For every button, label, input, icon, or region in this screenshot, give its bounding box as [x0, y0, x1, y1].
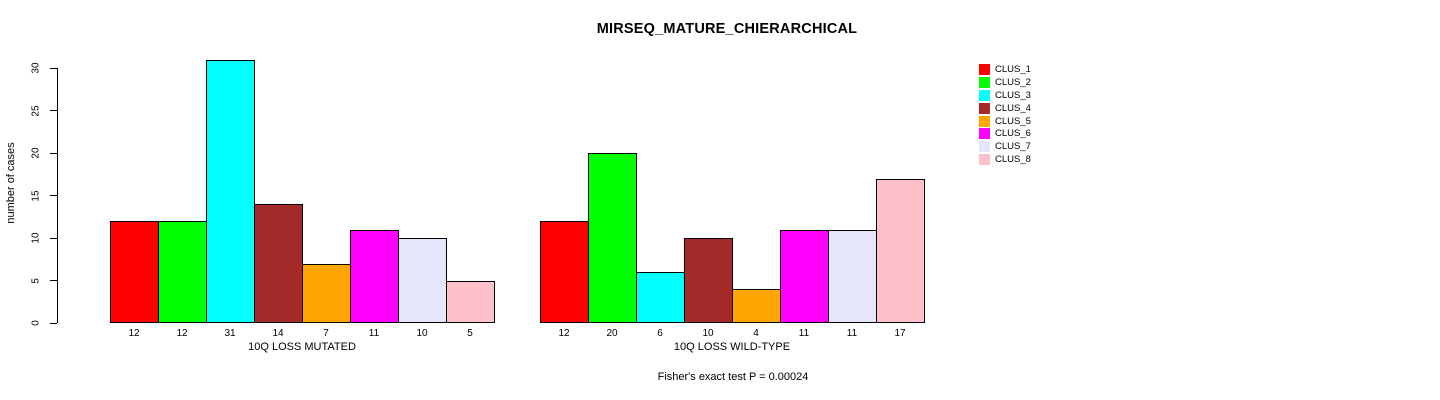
legend-item: CLUS_8	[979, 153, 1031, 166]
fisher-test-annotation: Fisher's exact test P = 0.00024	[657, 371, 809, 383]
y-axis-tick	[50, 280, 57, 281]
bar-clus_4	[684, 238, 733, 323]
y-axis-tick-label: 25	[30, 104, 42, 117]
x-axis-group-label: 10Q LOSS MUTATED	[248, 341, 356, 353]
y-axis-label: number of cases	[5, 142, 17, 224]
bar-value-label: 6	[657, 328, 663, 339]
legend-label: CLUS_1	[995, 63, 1031, 75]
legend-item: CLUS_3	[979, 89, 1031, 102]
x-axis-group-label: 10Q LOSS WILD-TYPE	[673, 341, 791, 353]
bar-clus_8	[876, 178, 925, 323]
bar-value-label: 11	[798, 328, 810, 339]
legend-swatch	[979, 89, 990, 101]
legend-swatch	[979, 128, 990, 140]
bar-clus_7	[398, 238, 447, 323]
chart-title: MIRSEQ_MATURE_CHIERARCHICAL	[596, 21, 858, 37]
y-axis-line	[57, 68, 58, 323]
y-axis-tick-label: 15	[30, 189, 42, 202]
y-axis-tick	[50, 237, 57, 239]
bar-value-label: 10	[702, 328, 714, 339]
legend-label: CLUS_2	[995, 76, 1031, 88]
bar-value-label: 14	[272, 328, 284, 339]
legend: CLUS_1 CLUS_2 CLUS_3 CLUS_4 CLUS_5 CLUS_6 CLUS…	[979, 63, 1031, 166]
bar-value-label: 17	[894, 328, 906, 339]
bar-value-label: 10	[416, 328, 428, 339]
legend-item: CLUS_4	[979, 102, 1031, 115]
legend-swatch	[979, 76, 990, 88]
legend-swatch	[979, 63, 990, 75]
bar-value-label: 4	[753, 328, 759, 339]
bar-value-label: 11	[846, 328, 858, 339]
legend-swatch	[979, 154, 990, 166]
y-axis-tick-label: 30	[30, 62, 42, 74]
bar-clus_6	[780, 229, 829, 323]
legend-swatch	[979, 115, 990, 127]
legend-item: CLUS_2	[979, 76, 1031, 89]
y-axis-tick	[50, 110, 57, 111]
legend-item: CLUS_1	[979, 63, 1031, 76]
bar-value-label: 7	[323, 328, 329, 339]
legend-label: CLUS_3	[995, 89, 1031, 101]
legend-label: CLUS_6	[995, 128, 1031, 140]
bar-clus_8	[446, 280, 495, 323]
y-axis-tick	[50, 195, 57, 196]
y-axis-tick	[50, 322, 57, 324]
bar-value-label: 12	[558, 328, 570, 339]
bar-value-label: 31	[224, 328, 236, 339]
legend-label: CLUS_7	[995, 141, 1031, 153]
bar-clus_3	[206, 59, 255, 323]
legend-item: CLUS_7	[979, 140, 1031, 153]
legend-swatch	[979, 102, 990, 114]
legend-label: CLUS_5	[995, 115, 1031, 127]
y-axis-tick-label: 0	[30, 320, 42, 326]
bar-value-label: 12	[128, 328, 140, 339]
bar-value-label: 5	[467, 328, 473, 339]
y-axis-tick-label: 20	[30, 147, 42, 159]
bar-clus_2	[588, 153, 637, 323]
legend-item: CLUS_6	[979, 127, 1031, 140]
bar-clus_4	[254, 204, 303, 323]
bar-clus_5	[302, 263, 351, 323]
y-axis-tick-label: 5	[30, 277, 42, 284]
bar-clus_7	[828, 229, 877, 323]
y-axis-tick-label: 10	[30, 232, 42, 244]
legend-label: CLUS_8	[995, 154, 1031, 166]
bar-clus_1	[110, 221, 159, 323]
bar-value-label: 20	[606, 328, 618, 339]
bar-clus_5	[732, 289, 781, 323]
bar-clus_1	[540, 221, 589, 323]
y-axis-tick	[50, 152, 57, 154]
bar-clus_2	[158, 221, 207, 323]
bar-value-label: 12	[176, 328, 188, 339]
legend-item: CLUS_5	[979, 115, 1031, 128]
bar-clus_3	[636, 272, 685, 323]
legend-swatch	[979, 141, 990, 153]
bar-clus_6	[350, 229, 399, 323]
legend-label: CLUS_4	[995, 102, 1031, 114]
y-axis-tick	[50, 67, 57, 69]
bar-value-label: 11	[368, 328, 380, 339]
